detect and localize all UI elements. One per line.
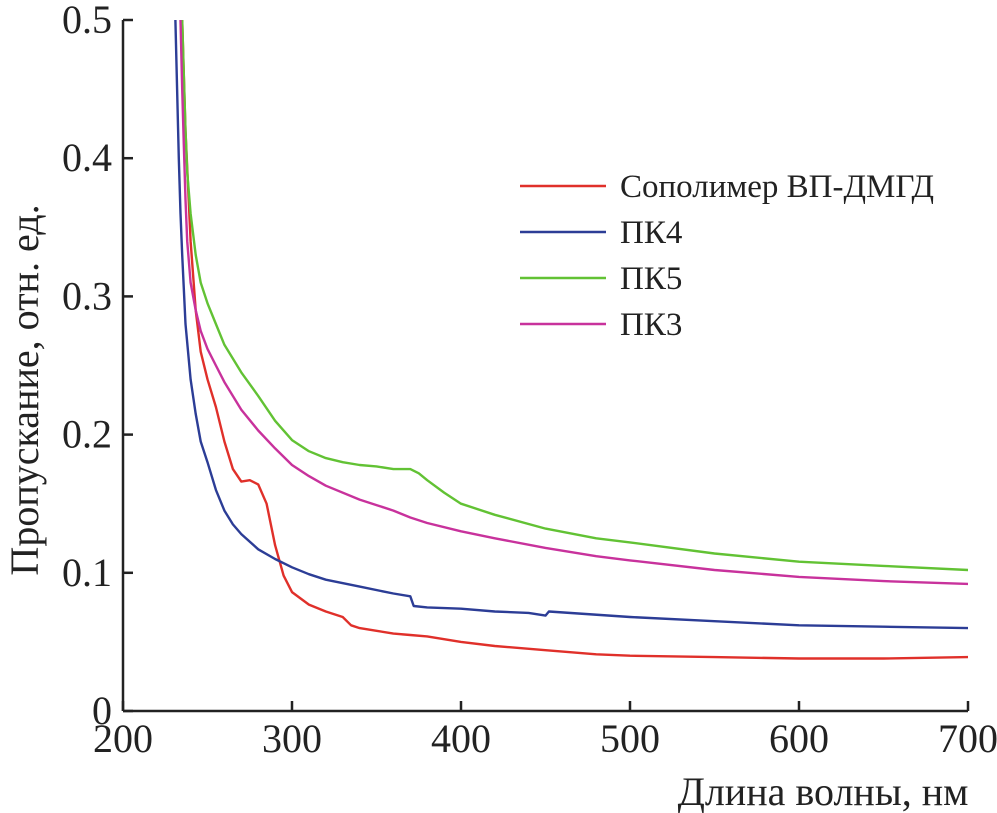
x-tick-label: 300 bbox=[262, 716, 322, 761]
series-line-0 bbox=[181, 20, 968, 660]
y-tick-label: 0.3 bbox=[62, 273, 112, 318]
series-lines bbox=[174, 20, 968, 660]
y-tick-label: 0 bbox=[92, 688, 112, 733]
legend-label-1: ПК4 bbox=[620, 215, 682, 251]
x-tick-label: 400 bbox=[431, 716, 491, 761]
x-tick-label: 700 bbox=[938, 716, 997, 761]
series-line-3 bbox=[179, 20, 968, 586]
series-line-2 bbox=[181, 20, 968, 572]
y-axis-label: Пропускание, отн. ед. bbox=[2, 204, 47, 575]
legend: Сополимер ВП-ДМГД ПК4 ПК5 ПК3 bbox=[520, 169, 934, 343]
x-tick-label: 600 bbox=[769, 716, 829, 761]
axis-tick-labels: 200 300 400 500 600 700 0 0.1 0.2 0.3 0.4 0.5 bbox=[62, 0, 997, 761]
x-tick-label: 200 bbox=[93, 716, 153, 761]
y-tick-label: 0.2 bbox=[62, 412, 112, 457]
y-tick-label: 0.4 bbox=[62, 135, 112, 180]
legend-label-3: ПК3 bbox=[620, 307, 682, 343]
x-axis-label: Длина волны, нм bbox=[678, 769, 969, 813]
y-tick-label: 0.5 bbox=[62, 0, 112, 42]
legend-label-2: ПК5 bbox=[620, 261, 682, 297]
y-tick-label: 0.1 bbox=[62, 550, 112, 595]
series-line-1 bbox=[174, 20, 968, 630]
axis-ticks bbox=[121, 18, 970, 713]
legend-label-0: Сополимер ВП-ДМГД bbox=[620, 169, 934, 205]
x-tick-label: 500 bbox=[600, 716, 660, 761]
